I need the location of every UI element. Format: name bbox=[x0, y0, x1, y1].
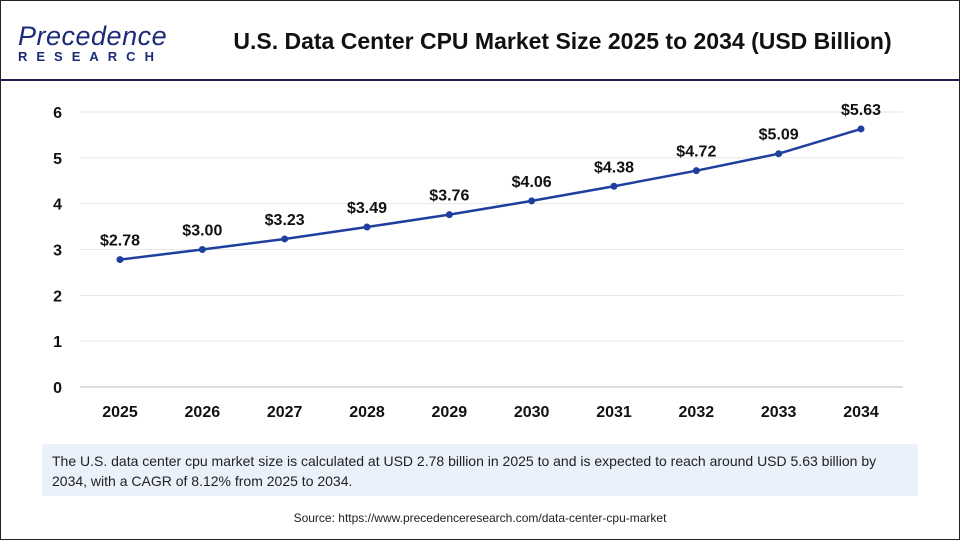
data-label: $4.38 bbox=[594, 159, 634, 176]
data-label: $2.78 bbox=[100, 233, 140, 250]
data-label: $3.76 bbox=[429, 188, 469, 205]
summary-note: The U.S. data center cpu market size is … bbox=[42, 444, 918, 496]
logo: Precedence RESEARCH bbox=[18, 21, 168, 64]
data-label: $5.09 bbox=[759, 127, 799, 144]
data-label: $4.72 bbox=[676, 144, 716, 161]
y-tick-label: 4 bbox=[53, 197, 62, 214]
y-tick-label: 3 bbox=[53, 243, 62, 260]
data-point bbox=[528, 197, 536, 205]
y-tick-label: 2 bbox=[53, 288, 62, 305]
chart-title: U.S. Data Center CPU Market Size 2025 to… bbox=[233, 28, 892, 54]
x-tick-label: 2028 bbox=[349, 404, 385, 421]
x-tick-label: 2025 bbox=[102, 404, 138, 421]
data-point bbox=[610, 182, 618, 190]
x-tick-label: 2026 bbox=[185, 404, 221, 421]
logo-text: Precedence bbox=[18, 21, 168, 51]
data-label: $5.63 bbox=[841, 102, 881, 119]
y-tick-label: 0 bbox=[53, 380, 62, 397]
x-tick-label: 2029 bbox=[432, 404, 468, 421]
data-label: $4.06 bbox=[512, 174, 552, 191]
data-point bbox=[116, 256, 124, 264]
data-label: $3.49 bbox=[347, 200, 387, 217]
x-tick-label: 2032 bbox=[679, 404, 715, 421]
x-tick-label: 2033 bbox=[761, 404, 797, 421]
data-point bbox=[198, 246, 206, 253]
data-point bbox=[775, 150, 783, 158]
y-tick-label: 6 bbox=[53, 105, 62, 122]
data-point bbox=[445, 211, 453, 219]
data-point bbox=[692, 167, 700, 175]
data-point bbox=[363, 223, 371, 231]
line-chart: 0 1 2 3 4 5 6 2025 2026 2027 2028 2029 2030 2031 2032 2… bbox=[53, 102, 903, 421]
y-tick-label: 5 bbox=[53, 151, 62, 168]
data-label: $3.00 bbox=[182, 223, 222, 240]
logo-subtext: RESEARCH bbox=[18, 49, 163, 64]
x-tick-label: 2031 bbox=[596, 404, 632, 421]
y-tick-label: 1 bbox=[53, 334, 62, 351]
data-point bbox=[281, 235, 289, 243]
x-tick-label: 2030 bbox=[514, 404, 550, 421]
data-label: $3.23 bbox=[265, 212, 305, 229]
source-text: Source: https://www.precedenceresearch.c… bbox=[293, 511, 667, 525]
series-line bbox=[119, 127, 862, 261]
x-tick-label: 2034 bbox=[843, 404, 879, 421]
x-tick-label: 2027 bbox=[267, 404, 303, 421]
data-point bbox=[857, 125, 865, 133]
header-divider bbox=[0, 79, 960, 81]
